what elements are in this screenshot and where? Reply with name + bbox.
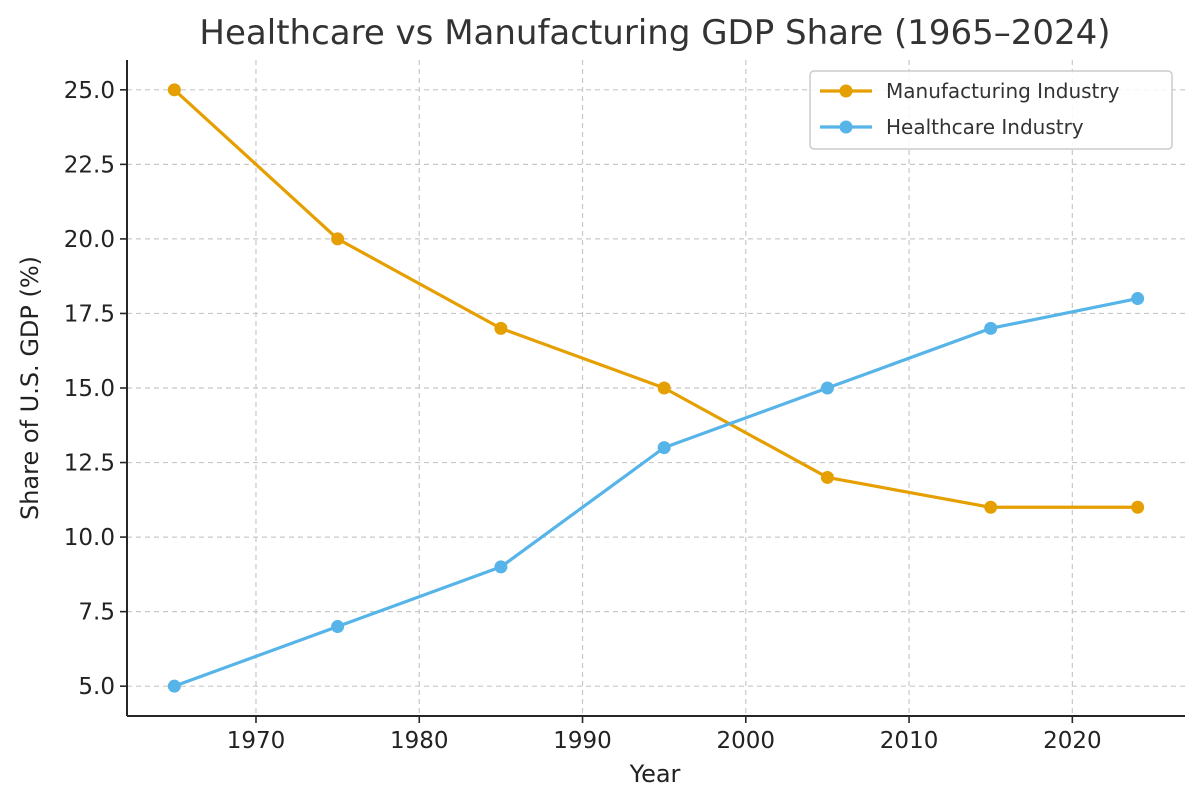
- data-point: [657, 381, 671, 395]
- grid-lines: [127, 60, 1185, 716]
- y-tick-label: 10.0: [64, 525, 115, 551]
- series-line: [173, 88, 1138, 509]
- x-tick-label: 2010: [880, 728, 939, 754]
- legend-marker-icon: [839, 84, 853, 98]
- x-tick-label: 1980: [390, 728, 449, 754]
- legend-item: Healthcare Industry: [820, 115, 1084, 139]
- legend-item: Manufacturing Industry: [820, 79, 1120, 103]
- x-tick-label: 1990: [553, 728, 612, 754]
- data-point: [331, 620, 345, 634]
- y-tick-label: 5.0: [78, 674, 115, 700]
- series-layer: [167, 83, 1145, 693]
- data-point: [820, 470, 834, 484]
- data-point: [494, 560, 508, 574]
- data-point: [167, 679, 181, 693]
- legend-box: [809, 70, 1173, 150]
- legend: Manufacturing Industry Healthcare Industr…: [809, 70, 1173, 150]
- x-tick-label: 2000: [717, 728, 776, 754]
- data-point: [657, 441, 671, 455]
- data-point: [984, 321, 998, 335]
- y-tick-label: 15.0: [64, 376, 115, 402]
- x-tick-label: 1970: [227, 728, 286, 754]
- data-point: [984, 500, 998, 514]
- series-line: [173, 296, 1138, 688]
- series-healthcare-industry: [167, 292, 1145, 693]
- y-tick-label: 25.0: [64, 78, 115, 104]
- axes: 1970 1980 1990 2000 2010 2020 5.0 7.5 10.0 12.5 15…: [64, 60, 1185, 754]
- y-tick-label: 7.5: [78, 600, 115, 626]
- data-point: [1131, 292, 1145, 306]
- data-point: [494, 321, 508, 335]
- legend-label: Healthcare Industry: [886, 115, 1084, 139]
- chart-title: Healthcare vs Manufacturing GDP Share (1…: [199, 13, 1110, 53]
- legend-label: Manufacturing Industry: [886, 79, 1120, 103]
- legend-marker-icon: [839, 120, 853, 134]
- data-point: [331, 232, 345, 246]
- x-axis-label: Year: [629, 760, 681, 788]
- data-point: [820, 381, 834, 395]
- y-tick-label: 17.5: [64, 301, 115, 327]
- data-point: [1131, 500, 1145, 514]
- y-tick-label: 12.5: [64, 451, 115, 477]
- y-tick-label: 20.0: [64, 227, 115, 253]
- data-point: [167, 83, 181, 97]
- y-tick-label: 22.5: [64, 152, 115, 178]
- x-tick-label: 2020: [1043, 728, 1102, 754]
- y-axis-label: Share of U.S. GDP (%): [16, 256, 44, 520]
- series-manufacturing-industry: [167, 83, 1145, 514]
